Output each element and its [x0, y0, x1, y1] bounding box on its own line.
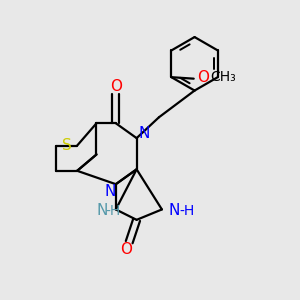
Text: N: N	[104, 184, 116, 199]
Text: N: N	[138, 126, 150, 141]
Text: -H: -H	[179, 204, 195, 218]
Text: N: N	[168, 203, 179, 218]
Text: O: O	[196, 70, 208, 85]
Text: O: O	[120, 242, 132, 257]
Text: S: S	[62, 138, 72, 153]
Text: N: N	[97, 203, 108, 218]
Text: CH₃: CH₃	[211, 70, 236, 84]
Text: O: O	[110, 79, 122, 94]
Text: -H: -H	[105, 204, 121, 218]
